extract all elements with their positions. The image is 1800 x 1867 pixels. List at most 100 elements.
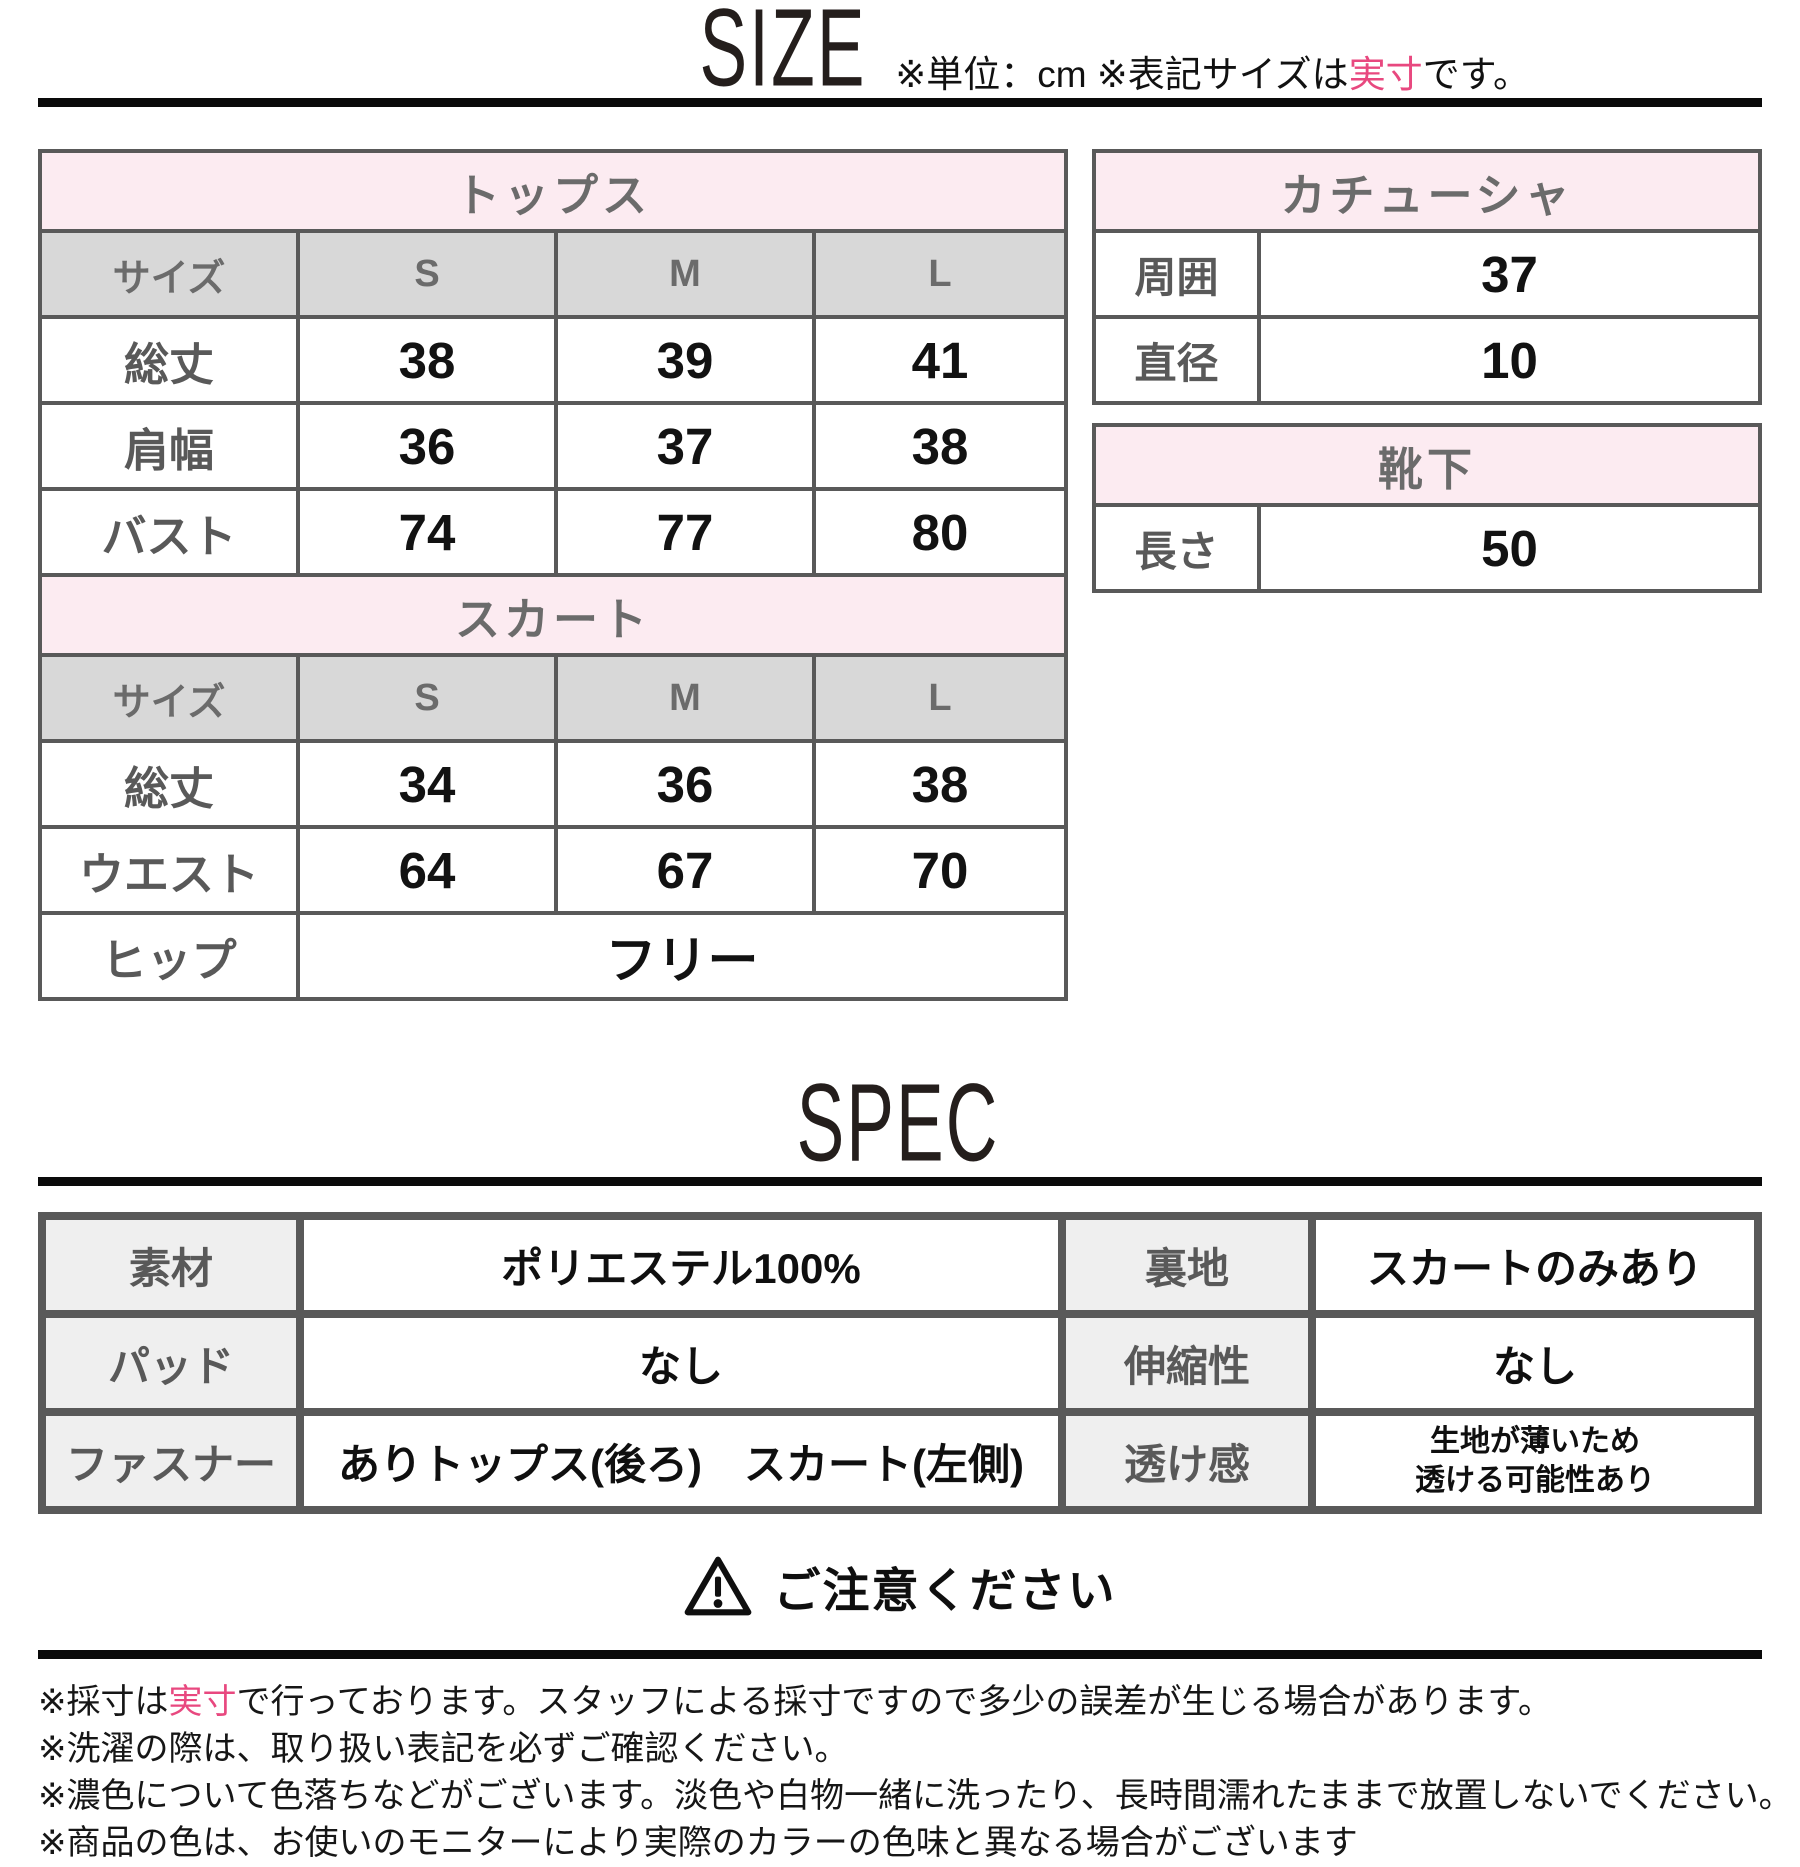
value-cell: 37 <box>554 401 816 491</box>
spec-value-cell: ありトップス(後ろ) スカート(左側) <box>296 1408 1066 1514</box>
spec-title: SPEC <box>796 1061 1000 1185</box>
spec-value-line: 生地が薄いため <box>1430 1425 1640 1458</box>
value-cell: 38 <box>296 315 558 405</box>
table-row: 肩幅 36 37 38 <box>38 401 1068 491</box>
header-cell-size: サイズ <box>38 229 300 319</box>
caution-banner: ご注意ください <box>38 1548 1762 1624</box>
note-1-suffix: で行っております。スタッフによる採寸ですので多少の誤差が生じる場合があります。 <box>236 1683 1552 1721</box>
header-cell-s: S <box>296 229 558 319</box>
right-tables-column: カチューシャ 周囲 37 直径 10 靴下 長さ 50 <box>1092 149 1762 593</box>
label-cell: 肩幅 <box>38 401 300 491</box>
value-cell: 34 <box>296 739 558 829</box>
value-cell: 38 <box>812 739 1068 829</box>
caution-title: ご注意ください <box>773 1563 1117 1617</box>
spec-header: SPEC <box>38 1068 1762 1178</box>
page: SIZE ※単位：cm ※表記サイズは実寸です。 トップス サイズ S M L … <box>38 0 1793 1867</box>
note-line-2: ※洗濯の際は、取り扱い表記を必ずご確認ください。 <box>38 1730 849 1768</box>
note-line-1: ※採寸は実寸で行っております。スタッフによる採寸ですので多少の誤差が生じる場合が… <box>38 1679 1762 1726</box>
skirt-title-row: スカート <box>38 573 1068 657</box>
value-cell-span: フリー <box>296 911 1068 1001</box>
socks-title: 靴下 <box>1092 423 1762 507</box>
size-note-accent: 実寸 <box>1348 54 1423 95</box>
header-cell-s: S <box>296 653 558 743</box>
size-divider-rule <box>38 98 1762 107</box>
value-cell: 77 <box>554 487 816 577</box>
spec-value-cell: スカートのみあり <box>1308 1212 1762 1318</box>
value-cell: 41 <box>812 315 1068 405</box>
value-cell: 67 <box>554 825 816 915</box>
size-unit-note: ※単位：cm ※表記サイズは実寸です。 <box>895 44 1530 98</box>
spec-value-cell: なし <box>296 1310 1066 1416</box>
headband-title-row: カチューシャ <box>1092 149 1762 233</box>
table-row: 総丈 38 39 41 <box>38 315 1068 405</box>
table-row: 直径 10 <box>1092 315 1762 405</box>
warning-triangle-icon <box>684 1556 751 1616</box>
size-note-suffix: です。 <box>1422 54 1530 95</box>
skirt-title: スカート <box>38 573 1068 657</box>
spec-label-cell: ファスナー <box>38 1408 304 1514</box>
spec-value-cell: ポリエステル100% <box>296 1212 1066 1318</box>
label-cell: ウエスト <box>38 825 300 915</box>
size-title: SIZE <box>699 0 867 110</box>
value-cell: 37 <box>1257 229 1762 319</box>
value-cell: 39 <box>554 315 816 405</box>
headband-title: カチューシャ <box>1092 149 1762 233</box>
spec-label-cell: パッド <box>38 1310 304 1416</box>
table-row: 長さ 50 <box>1092 503 1762 593</box>
socks-title-row: 靴下 <box>1092 423 1762 507</box>
value-cell: 36 <box>296 401 558 491</box>
note-line-4: ※商品の色は、お使いのモニターにより実際のカラーの色味と異なる場合がございます <box>38 1824 1358 1862</box>
value-cell: 64 <box>296 825 558 915</box>
value-cell: 74 <box>296 487 558 577</box>
value-cell: 36 <box>554 739 816 829</box>
spec-label-cell: 伸縮性 <box>1058 1310 1316 1416</box>
label-cell: 総丈 <box>38 739 300 829</box>
value-cell: 50 <box>1257 503 1762 593</box>
spec-label-cell: 素材 <box>38 1212 304 1318</box>
label-cell: 周囲 <box>1092 229 1261 319</box>
caution-divider-rule <box>38 1650 1762 1659</box>
value-cell: 80 <box>812 487 1068 577</box>
header-cell-m: M <box>554 653 816 743</box>
tables-gap <box>1092 405 1762 423</box>
size-note-prefix: ※単位：cm ※表記サイズは <box>895 54 1349 95</box>
spec-value-line: 透ける可能性あり <box>1415 1464 1655 1497</box>
tops-title-row: トップス <box>38 149 1068 233</box>
label-cell: 総丈 <box>38 315 300 405</box>
table-row: バスト 74 77 80 <box>38 487 1068 577</box>
size-header: SIZE ※単位：cm ※表記サイズは実寸です。 <box>38 0 1762 103</box>
label-cell: ヒップ <box>38 911 300 1001</box>
spec-value-cell: なし <box>1308 1310 1762 1416</box>
header-cell-l: L <box>812 229 1068 319</box>
spec-table: 素材 ポリエステル100% 裏地 スカートのみあり パッド なし 伸縮性 なし … <box>38 1212 1762 1514</box>
value-cell: 10 <box>1257 315 1762 405</box>
tops-title: トップス <box>38 149 1068 233</box>
label-cell: 直径 <box>1092 315 1261 405</box>
spec-divider-rule <box>38 1177 1762 1186</box>
tops-header-row: サイズ S M L <box>38 229 1068 319</box>
hip-row: ヒップ フリー <box>38 911 1068 1001</box>
note-line-3: ※濃色について色落ちなどがございます。淡色や白物一緒に洗ったり、長時間濡れたまま… <box>38 1777 1793 1815</box>
label-cell: 長さ <box>1092 503 1261 593</box>
table-row: ウエスト 64 67 70 <box>38 825 1068 915</box>
size-tables-row: トップス サイズ S M L 総丈 38 39 41 肩幅 36 37 38 バ <box>38 149 1762 1001</box>
headband-table: カチューシャ 周囲 37 直径 10 <box>1092 149 1762 405</box>
spec-label-cell: 裏地 <box>1058 1212 1316 1318</box>
value-cell: 38 <box>812 401 1068 491</box>
tops-skirt-table: トップス サイズ S M L 総丈 38 39 41 肩幅 36 37 38 バ <box>38 149 1068 1001</box>
label-cell: バスト <box>38 487 300 577</box>
footer-notes: ※採寸は実寸で行っております。スタッフによる採寸ですので多少の誤差が生じる場合が… <box>38 1679 1793 1867</box>
header-cell-m: M <box>554 229 816 319</box>
spec-row: ファスナー ありトップス(後ろ) スカート(左側) 透け感 生地が薄いため 透け… <box>38 1408 1762 1514</box>
socks-table: 靴下 長さ 50 <box>1092 423 1762 593</box>
table-row: 周囲 37 <box>1092 229 1762 319</box>
table-row: 総丈 34 36 38 <box>38 739 1068 829</box>
note-1-prefix: ※採寸は <box>38 1683 169 1721</box>
note-1-accent: 実寸 <box>168 1683 237 1721</box>
spec-label-cell: 透け感 <box>1058 1408 1316 1514</box>
spec-row: 素材 ポリエステル100% 裏地 スカートのみあり <box>38 1212 1762 1318</box>
spec-row: パッド なし 伸縮性 なし <box>38 1310 1762 1416</box>
header-cell-size: サイズ <box>38 653 300 743</box>
header-cell-l: L <box>812 653 1068 743</box>
value-cell: 70 <box>812 825 1068 915</box>
